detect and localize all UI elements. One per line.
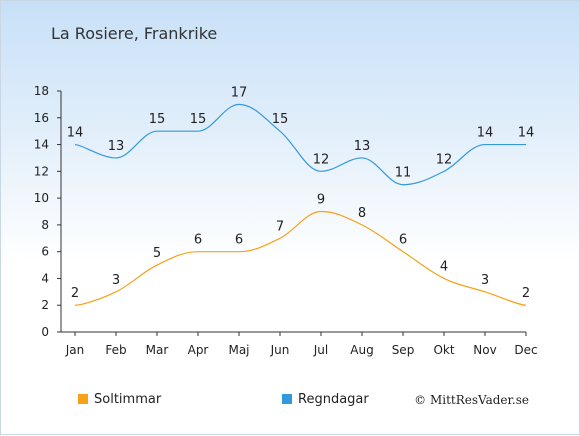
data-label-soltimmar: 5 [153, 246, 161, 261]
y-tick-label: 18 [34, 84, 49, 98]
data-label-regndagar: 14 [518, 126, 535, 141]
axes: 0 2 4 6 8 10 12 14 16 18 Jan Feb Mar Apr Maj Jun Jul Aug S… [34, 84, 538, 357]
legend: Soltimmar Regndagar [78, 392, 369, 407]
legend-label-soltimmar: Soltimmar [94, 392, 162, 407]
data-label-regndagar: 12 [313, 152, 330, 167]
series-line-regndagar [74, 103, 526, 186]
y-tick-label: 0 [41, 325, 49, 339]
y-tick-label: 8 [41, 218, 49, 232]
data-labels: 2 3 5 6 6 7 9 8 6 4 3 2 14 13 15 15 17 15 12 13 11 12 14 14 [67, 85, 535, 301]
x-tick-label: Jul [313, 343, 328, 357]
legend-swatch-regndagar [282, 394, 292, 404]
data-label-regndagar: 14 [477, 126, 494, 141]
x-tick-label: Mar [146, 343, 169, 357]
data-label-regndagar: 17 [231, 85, 248, 100]
data-label-soltimmar: 6 [194, 233, 202, 248]
data-label-regndagar: 15 [272, 112, 289, 127]
data-label-regndagar: 12 [436, 152, 453, 167]
y-tick-label: 14 [34, 138, 49, 152]
series-lines [74, 103, 527, 306]
data-label-regndagar: 15 [190, 112, 207, 127]
data-label-regndagar: 15 [149, 112, 166, 127]
data-label-soltimmar: 7 [276, 219, 284, 234]
x-tick-label: Sep [392, 343, 415, 357]
legend-swatch-soltimmar [78, 394, 88, 404]
x-tick-label: Apr [188, 343, 209, 357]
data-label-regndagar: 11 [395, 166, 412, 181]
x-tick-label: Aug [350, 343, 373, 357]
x-tick-label: Nov [473, 343, 496, 357]
data-label-soltimmar: 8 [358, 206, 366, 221]
credit-text: © MittResVader.se [414, 393, 529, 407]
data-label-soltimmar: 6 [399, 233, 407, 248]
series-line-soltimmar [74, 210, 527, 306]
data-label-soltimmar: 9 [317, 193, 325, 208]
data-label-regndagar: 14 [67, 126, 84, 141]
y-tick-label: 16 [34, 111, 49, 125]
x-tick-label: Feb [105, 343, 126, 357]
y-tick-label: 12 [34, 164, 49, 178]
data-label-soltimmar: 6 [235, 233, 243, 248]
data-label-soltimmar: 3 [481, 273, 489, 288]
x-tick-label: Jun [270, 343, 290, 357]
x-tick-label: Maj [228, 343, 249, 357]
data-label-regndagar: 13 [354, 139, 371, 154]
x-tick-label: Dec [514, 343, 537, 357]
y-tick-label: 4 [41, 271, 49, 285]
x-tick-label: Jan [65, 343, 85, 357]
y-tick-label: 2 [41, 298, 49, 312]
data-label-soltimmar: 2 [522, 286, 530, 301]
y-tick-label: 10 [34, 191, 49, 205]
chart-title: La Rosiere, Frankrike [51, 24, 217, 43]
y-tick-label: 6 [41, 245, 49, 259]
data-label-soltimmar: 4 [440, 259, 448, 274]
x-tick-label: Okt [433, 343, 454, 357]
data-label-regndagar: 13 [108, 139, 125, 154]
data-label-soltimmar: 2 [71, 286, 79, 301]
legend-label-regndagar: Regndagar [298, 392, 369, 407]
data-label-soltimmar: 3 [112, 273, 120, 288]
